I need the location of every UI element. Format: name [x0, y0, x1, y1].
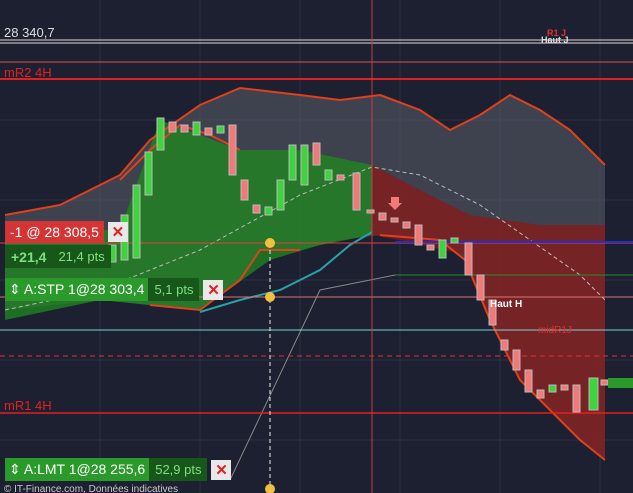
- level-label: mR1 4H: [4, 398, 52, 413]
- order-row: ⇕ A:LMT 1@28 255,6 52,9 pts ✕: [5, 458, 232, 481]
- level-label: R1 J: [547, 28, 567, 38]
- order-row: ⇕ A:STP 1@28 303,4 5,1 pts ✕: [5, 278, 224, 301]
- level-label: mR2 4H: [4, 65, 52, 80]
- pnl-value: +21,4: [11, 248, 47, 265]
- level-label: Haut J: [541, 35, 569, 45]
- order-pts: 52,9 pts: [149, 458, 208, 481]
- order-label[interactable]: ⇕ A:LMT 1@28 255,6: [5, 458, 150, 481]
- order-pts: 5,1 pts: [148, 278, 200, 301]
- cancel-button[interactable]: ✕: [211, 459, 232, 480]
- order-text: A:LMT 1@28 255,6: [23, 461, 146, 477]
- position-label[interactable]: -1 @ 28 308,5: [5, 220, 104, 243]
- order-text: A:STP 1@28 303,4: [23, 281, 145, 297]
- position-row: -1 @ 28 308,5 ✕: [5, 220, 128, 243]
- price-label: 28 340,7: [4, 25, 55, 40]
- close-button[interactable]: ✕: [107, 221, 128, 242]
- cancel-button[interactable]: ✕: [203, 279, 224, 300]
- pnl-row: +21,4 21,4 pts: [5, 245, 111, 268]
- order-label[interactable]: ⇕ A:STP 1@28 303,4: [5, 278, 149, 301]
- pnl-pts: 21,4 pts: [58, 249, 105, 264]
- level-label: midR1J: [538, 325, 572, 336]
- footer: © IT-Finance.com, Données indicatives: [4, 484, 179, 493]
- level-label: Haut H: [490, 299, 523, 310]
